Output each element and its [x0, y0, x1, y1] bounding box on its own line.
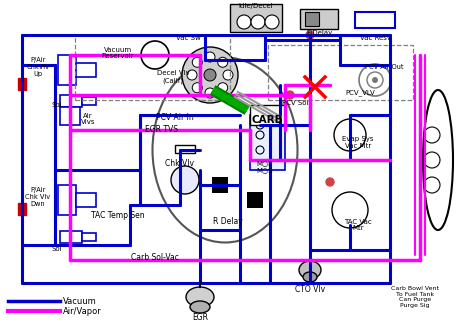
Bar: [60, 107, 80, 125]
Bar: [250, 105, 285, 125]
Text: Sol: Sol: [52, 102, 63, 108]
Circle shape: [205, 52, 215, 62]
Ellipse shape: [299, 261, 321, 279]
Bar: [268, 45, 413, 100]
Bar: [58, 55, 76, 85]
Bar: [355, 12, 395, 28]
Text: Carb Bowl Vent
To Fuel Tank
Can Purge
Purge Sig: Carb Bowl Vent To Fuel Tank Can Purge Pu…: [391, 286, 439, 308]
Text: PCV Sol: PCV Sol: [282, 100, 308, 106]
Circle shape: [205, 88, 215, 98]
Text: R Delay: R Delay: [213, 217, 243, 227]
Circle shape: [223, 70, 233, 80]
Circle shape: [286, 91, 294, 99]
Circle shape: [171, 166, 199, 194]
Text: PCV Air In: PCV Air In: [156, 113, 194, 123]
Text: Vac Sw: Vac Sw: [176, 35, 201, 41]
Text: M○E
M○S: M○E M○S: [257, 161, 273, 174]
Text: CARB: CARB: [251, 115, 283, 125]
Circle shape: [265, 15, 279, 29]
Bar: [250, 115, 285, 170]
Circle shape: [372, 77, 378, 83]
Text: Sol: Sol: [52, 246, 63, 252]
Circle shape: [218, 57, 228, 67]
Circle shape: [187, 70, 197, 80]
Text: Air
Vlvs: Air Vlvs: [81, 112, 95, 125]
Circle shape: [237, 15, 251, 29]
Ellipse shape: [303, 272, 317, 282]
Bar: [212, 177, 228, 193]
Circle shape: [192, 83, 202, 93]
Circle shape: [326, 178, 334, 186]
Bar: [82, 97, 96, 105]
Text: Evap Sys
Vac Mtr: Evap Sys Vac Mtr: [342, 136, 374, 149]
Text: TAC Vac
Mtr: TAC Vac Mtr: [344, 218, 372, 231]
Circle shape: [182, 47, 238, 103]
Circle shape: [306, 31, 314, 39]
Text: P/Air
ChkVlv
Up: P/Air ChkVlv Up: [27, 57, 49, 77]
Bar: [18, 78, 26, 90]
Circle shape: [204, 69, 216, 81]
Circle shape: [251, 15, 265, 29]
Bar: [18, 203, 26, 215]
Bar: [230, 4, 282, 32]
Bar: [82, 233, 96, 241]
Text: Carb Sol-Vac: Carb Sol-Vac: [131, 253, 179, 262]
Text: Vac Resv: Vac Resv: [361, 35, 392, 41]
Text: EGR: EGR: [192, 314, 208, 322]
Bar: [247, 192, 263, 208]
Circle shape: [192, 57, 202, 67]
Bar: [75, 35, 230, 100]
Bar: [300, 9, 338, 29]
Text: Chk Vlv: Chk Vlv: [165, 159, 194, 167]
Bar: [76, 63, 96, 77]
Text: EGR TVS: EGR TVS: [146, 125, 179, 135]
Text: TAC Temp Sen: TAC Temp Sen: [91, 211, 145, 219]
Text: CTO Vlv: CTO Vlv: [295, 284, 325, 293]
Text: F/Delay: F/Delay: [307, 30, 333, 36]
Bar: [58, 185, 76, 215]
Ellipse shape: [186, 287, 214, 307]
Text: PCV_VLV: PCV_VLV: [345, 90, 375, 97]
Bar: [305, 12, 319, 26]
Text: Vacuum: Vacuum: [63, 296, 97, 306]
Text: Air/Vapor: Air/Vapor: [63, 306, 102, 316]
Text: PCV Air Out: PCV Air Out: [365, 64, 403, 70]
Text: Vacuum
Reservoir: Vacuum Reservoir: [102, 46, 134, 59]
Text: P/Air
Chk Vlv
Dwn: P/Air Chk Vlv Dwn: [26, 187, 51, 207]
Bar: [60, 95, 82, 107]
Bar: [60, 231, 82, 243]
Bar: [76, 193, 96, 207]
Text: Decel Vlv
(Calif): Decel Vlv (Calif): [156, 70, 190, 84]
Circle shape: [218, 83, 228, 93]
Bar: [175, 145, 195, 153]
Ellipse shape: [190, 301, 210, 313]
Text: Idle/Decel: Idle/Decel: [239, 3, 273, 9]
